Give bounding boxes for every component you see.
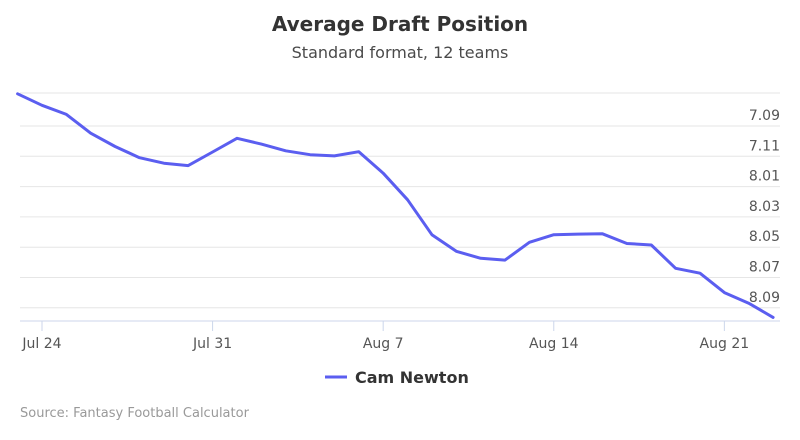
series-line[interactable] bbox=[16, 92, 775, 319]
chart-title: Average Draft Position bbox=[272, 12, 528, 36]
y-tick-label: 8.07 bbox=[749, 260, 780, 276]
x-tick-label: Aug 21 bbox=[700, 336, 750, 352]
y-axis-labels: 7.09 7.11 8.01 8.03 8.05 8.07 8.09 bbox=[749, 108, 780, 306]
series-group[interactable] bbox=[16, 92, 775, 319]
y-tick-label: 7.09 bbox=[749, 108, 780, 124]
x-tick-label: Jul 31 bbox=[192, 336, 232, 352]
grid bbox=[20, 92, 780, 309]
x-tick-label: Jul 24 bbox=[21, 336, 61, 352]
y-tick-label: 8.09 bbox=[749, 290, 780, 306]
chart-subtitle: Standard format, 12 teams bbox=[292, 43, 509, 62]
y-tick-label: 8.05 bbox=[749, 229, 780, 245]
source-credit: Source: Fantasy Football Calculator bbox=[20, 406, 250, 421]
y-tick-label: 7.11 bbox=[749, 138, 780, 154]
x-tick-label: Aug 14 bbox=[529, 336, 579, 352]
x-axis: Jul 24 Jul 31 Aug 7 Aug 14 Aug 21 bbox=[20, 320, 780, 352]
x-tick-label: Aug 7 bbox=[363, 336, 404, 352]
legend[interactable]: Cam Newton bbox=[325, 368, 469, 387]
y-tick-label: 8.01 bbox=[749, 169, 780, 185]
y-tick-label: 8.03 bbox=[749, 199, 780, 215]
legend-label[interactable]: Cam Newton bbox=[355, 368, 469, 387]
